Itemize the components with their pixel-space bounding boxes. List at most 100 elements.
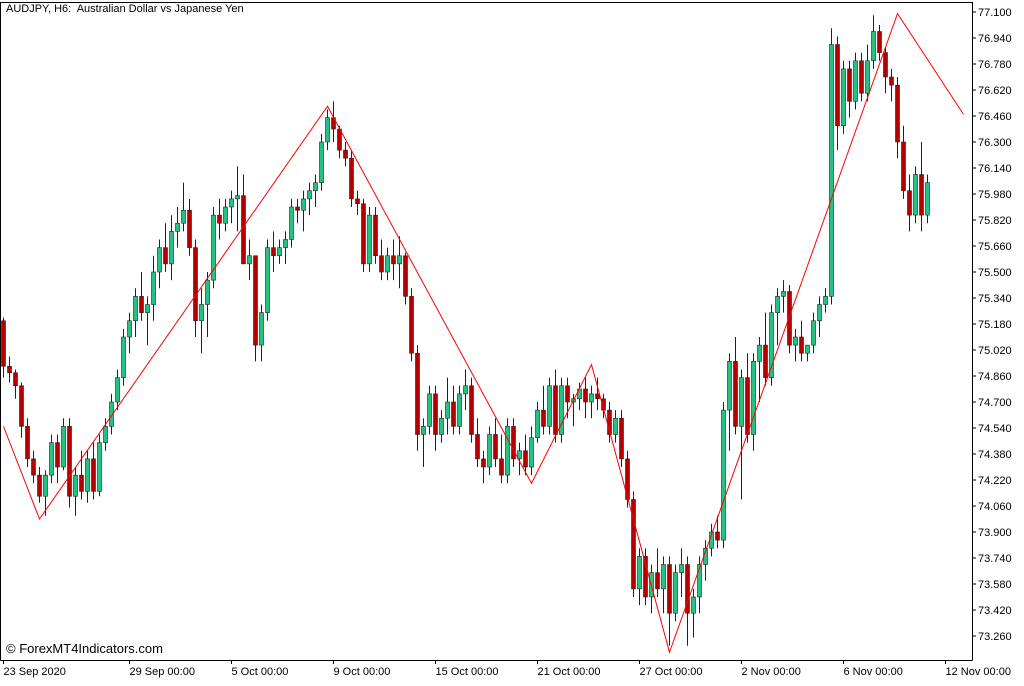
candle: [415, 345, 420, 451]
bear-candle-body: [493, 434, 498, 460]
candle: [433, 385, 438, 451]
bear-candle-body: [343, 149, 348, 159]
bull-candle-body: [229, 198, 234, 208]
candle: [85, 450, 90, 503]
candle: [721, 402, 726, 549]
bear-candle-body: [625, 458, 630, 500]
bull-candle-body: [397, 255, 402, 265]
candle: [259, 304, 264, 362]
bull-candle-body: [823, 296, 828, 305]
candle: [655, 548, 660, 597]
bear-candle-body: [55, 442, 60, 468]
candle: [169, 215, 174, 281]
bull-candle-body: [283, 239, 288, 248]
candle: [151, 255, 156, 321]
price-tick-label: 74.220: [978, 475, 1012, 487]
bull-candle-body: [751, 361, 756, 435]
bull-candle-body: [661, 564, 666, 590]
candle: [31, 450, 36, 484]
candle: [325, 109, 330, 151]
candle: [709, 523, 714, 557]
bull-candle-body: [367, 214, 372, 265]
bear-candle-body: [859, 60, 864, 94]
bull-candle-body: [679, 564, 684, 573]
candle: [1, 317, 6, 378]
candle: [427, 385, 432, 435]
bull-candle-body: [319, 141, 324, 183]
bear-candle-body: [745, 377, 750, 435]
time-tick-label: 12 Nov 00:00: [946, 666, 1011, 678]
bull-candle-body: [505, 426, 510, 476]
candle: [487, 426, 492, 476]
zigzag-line: [3, 12, 964, 654]
candle: [13, 369, 18, 399]
candle: [439, 410, 444, 443]
bull-candle-body: [487, 434, 492, 468]
bear-candle-body: [31, 458, 36, 476]
bull-candle-body: [793, 336, 798, 346]
bull-candle-body: [145, 304, 150, 313]
candle: [805, 344, 810, 362]
candle: [55, 434, 60, 484]
bear-candle-body: [799, 336, 804, 354]
candle: [517, 442, 522, 476]
candle: [397, 236, 402, 289]
bear-candle-body: [883, 52, 888, 78]
candle: [715, 515, 720, 549]
candle: [265, 239, 270, 321]
price-tick-label: 76.780: [978, 59, 1012, 71]
candle: [139, 272, 144, 321]
bull-candle-body: [97, 442, 102, 492]
bull-candle-body: [277, 247, 282, 257]
candle: [451, 385, 456, 435]
candle: [829, 28, 834, 305]
bear-candle-body: [253, 255, 258, 346]
candle: [409, 288, 414, 362]
candle: [589, 385, 594, 419]
bear-candle-body: [187, 209, 192, 248]
bull-candle-body: [757, 344, 762, 362]
zigzag-indicator-layer: [3, 12, 964, 654]
bull-candle-body: [529, 437, 534, 468]
price-tick-label: 76.460: [978, 111, 1012, 123]
bull-candle-body: [673, 572, 678, 614]
bull-candle-body: [913, 174, 918, 216]
bull-candle-body: [691, 596, 696, 614]
candle: [913, 166, 918, 224]
bull-candle-body: [235, 195, 240, 200]
bear-candle-body: [523, 450, 528, 468]
bull-candle-body: [133, 296, 138, 322]
candle: [343, 142, 348, 167]
bear-candle-body: [481, 458, 486, 468]
bear-candle-body: [901, 141, 906, 192]
candle: [865, 44, 870, 102]
bull-candle-body: [871, 31, 876, 62]
candle: [283, 231, 288, 264]
bull-candle-body: [109, 401, 114, 427]
candle: [319, 133, 324, 191]
candle: [793, 328, 798, 362]
bear-candle-body: [67, 426, 72, 497]
candle: [463, 369, 468, 411]
bull-candle-body: [535, 409, 540, 439]
bull-candle-body: [85, 458, 90, 492]
candle: [367, 207, 372, 272]
candle: [781, 280, 786, 313]
bear-candle-body: [373, 214, 378, 257]
bear-candle-body: [361, 203, 366, 265]
candle: [595, 377, 600, 411]
price-tick-label: 73.420: [978, 605, 1012, 617]
candle: [235, 166, 240, 232]
bull-candle-body: [211, 214, 216, 281]
bull-candle-body: [151, 271, 156, 305]
candle: [541, 385, 546, 435]
bear-candle-body: [139, 296, 144, 313]
candle: [583, 377, 588, 419]
bear-candle-body: [499, 458, 504, 476]
price-tick-label: 74.860: [978, 371, 1012, 383]
bull-candle-body: [517, 450, 522, 460]
candle: [469, 377, 474, 443]
bear-candle-body: [889, 76, 894, 86]
